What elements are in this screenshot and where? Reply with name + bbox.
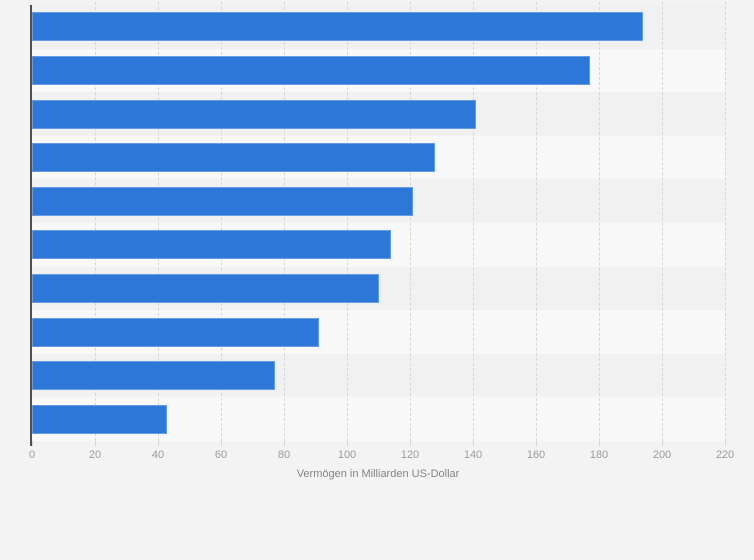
x-tick-label: 20 bbox=[88, 449, 102, 461]
gridline-x-200 bbox=[662, 2, 663, 441]
gridline-x-40 bbox=[158, 2, 159, 441]
x-tick-label: 80 bbox=[277, 449, 291, 461]
gridline-x-120 bbox=[410, 2, 411, 441]
x-tick-label: 200 bbox=[652, 449, 672, 461]
bar-row-2[interactable] bbox=[32, 55, 590, 85]
gridline-x-180 bbox=[599, 2, 600, 441]
x-axis-title: Vermögen in Milliarden US-Dollar bbox=[296, 468, 460, 480]
x-tick-label: 100 bbox=[337, 449, 357, 461]
bar-row-3[interactable] bbox=[32, 99, 477, 129]
x-tick-mark bbox=[32, 441, 33, 446]
gridline-x-160 bbox=[536, 2, 537, 441]
bar-row-6[interactable] bbox=[32, 230, 392, 260]
gridline-x-140 bbox=[473, 2, 474, 441]
plot-area bbox=[32, 2, 726, 441]
x-tick-mark bbox=[662, 441, 663, 446]
bar-row-4[interactable] bbox=[32, 143, 436, 173]
bar-row-10[interactable] bbox=[32, 404, 168, 434]
gridline-x-220 bbox=[725, 2, 726, 441]
gridline-x-20 bbox=[95, 2, 96, 441]
x-tick-label: 160 bbox=[526, 449, 546, 461]
x-tick-mark bbox=[725, 441, 726, 446]
bar-row-8[interactable] bbox=[32, 317, 319, 347]
x-tick-mark bbox=[347, 441, 348, 446]
gridline-x-80 bbox=[284, 2, 285, 441]
gridline-x-60 bbox=[221, 2, 222, 441]
x-tick-label: 40 bbox=[151, 449, 165, 461]
x-tick-label: 180 bbox=[589, 449, 609, 461]
bar-row-9[interactable] bbox=[32, 361, 275, 391]
x-tick-label: 220 bbox=[715, 449, 735, 461]
x-tick-mark bbox=[221, 441, 222, 446]
x-tick-mark bbox=[284, 441, 285, 446]
x-tick-mark bbox=[410, 441, 411, 446]
bar-row-1[interactable] bbox=[32, 12, 644, 42]
x-tick-label: 120 bbox=[400, 449, 420, 461]
x-tick-label: 60 bbox=[214, 449, 228, 461]
gridline-x-100 bbox=[347, 2, 348, 441]
x-tick-mark bbox=[158, 441, 159, 446]
x-tick-mark bbox=[95, 441, 96, 446]
bar-row-7[interactable] bbox=[32, 273, 379, 303]
x-tick-label: 0 bbox=[28, 449, 36, 461]
x-tick-mark bbox=[473, 441, 474, 446]
x-tick-mark bbox=[599, 441, 600, 446]
y-axis-line bbox=[30, 5, 32, 446]
x-axis: 0 20 40 60 80 100 120 140 160 180 200 220 bbox=[28, 441, 734, 467]
bar-row-5[interactable] bbox=[32, 186, 414, 216]
x-tick-label: 140 bbox=[463, 449, 483, 461]
x-tick-mark bbox=[536, 441, 537, 446]
